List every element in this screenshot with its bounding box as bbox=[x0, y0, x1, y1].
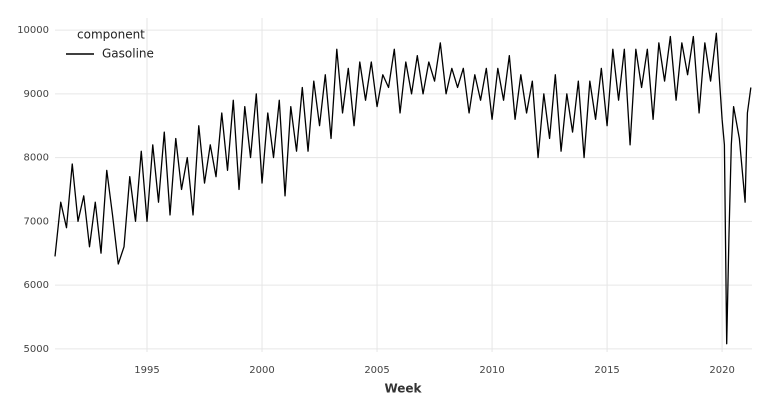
x-tick-label: 2010 bbox=[479, 365, 504, 376]
x-tick-label: 2005 bbox=[364, 365, 389, 376]
x-tick-label: 1995 bbox=[134, 365, 159, 376]
x-tick-label: 2015 bbox=[594, 365, 619, 376]
y-tick-label: 5000 bbox=[24, 344, 49, 355]
y-tick-label: 6000 bbox=[24, 280, 49, 291]
x-tick-label: 2000 bbox=[249, 365, 274, 376]
plot-area: 5000 6000 7000 8000 9000 10000 1995 2000 2005 201… bbox=[17, 18, 752, 376]
legend-title: component bbox=[77, 28, 145, 42]
x-tick-label: 2020 bbox=[709, 365, 734, 376]
y-tick-label: 9000 bbox=[24, 89, 49, 100]
y-tick-label: 8000 bbox=[24, 153, 49, 164]
x-axis-label: Week bbox=[384, 382, 422, 396]
data-line bbox=[54, 32, 752, 345]
y-tick-label: 7000 bbox=[24, 216, 49, 227]
legend-label: Gasoline bbox=[102, 47, 154, 61]
legend: component Gasoline bbox=[66, 28, 154, 61]
y-tick-label: 10000 bbox=[17, 25, 49, 36]
